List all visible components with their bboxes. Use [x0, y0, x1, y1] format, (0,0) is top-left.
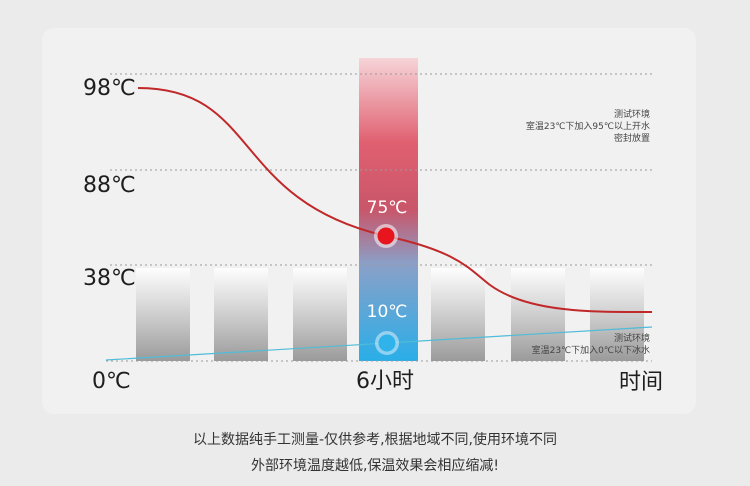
x-tick-label-start: 0℃	[92, 369, 131, 394]
disclaimer-line-1: 以上数据纯手工测量-仅供参考,根据地域不同,使用环境不同	[193, 432, 557, 448]
hot-water-curve	[137, 87, 653, 314]
background-bars	[136, 268, 644, 361]
y-tick-label-88: 88℃	[83, 173, 136, 198]
cold-note-line: 室温23℃下加入0℃以下冰水	[531, 346, 650, 356]
hot-marker	[377, 227, 395, 245]
cold-marker	[378, 334, 396, 352]
bg-bar	[214, 268, 268, 361]
bg-bar	[511, 268, 565, 361]
y-tick-label-98: 98℃	[83, 76, 136, 101]
cold-test-note: 测试环境 室温23℃下加入0℃以下冰水	[532, 333, 650, 357]
bg-bar	[431, 268, 485, 361]
x-tick-label-time: 时间	[619, 370, 664, 395]
bg-bar	[136, 268, 190, 361]
cold-note-line: 测试环境	[613, 334, 650, 344]
hot-test-note: 测试环境 室温23℃下加入95℃以上开水 密封放置	[526, 109, 650, 145]
x-tick-label-6h: 6小时	[356, 369, 414, 394]
hot-value-label: 75℃	[366, 198, 408, 218]
hot-note-line: 测试环境	[613, 110, 650, 120]
y-tick-label-38: 38℃	[83, 266, 136, 291]
grid-lines	[106, 73, 652, 362]
disclaimer-line-2: 外部环境温度越低,保温效果会相应缩减!	[250, 458, 500, 474]
bg-bar	[590, 268, 644, 361]
cold-value-label: 10℃	[366, 302, 408, 322]
hot-note-line: 室温23℃下加入95℃以上开水	[525, 122, 650, 132]
six-hour-column	[359, 58, 418, 361]
hot-note-line: 密封放置	[613, 134, 650, 144]
